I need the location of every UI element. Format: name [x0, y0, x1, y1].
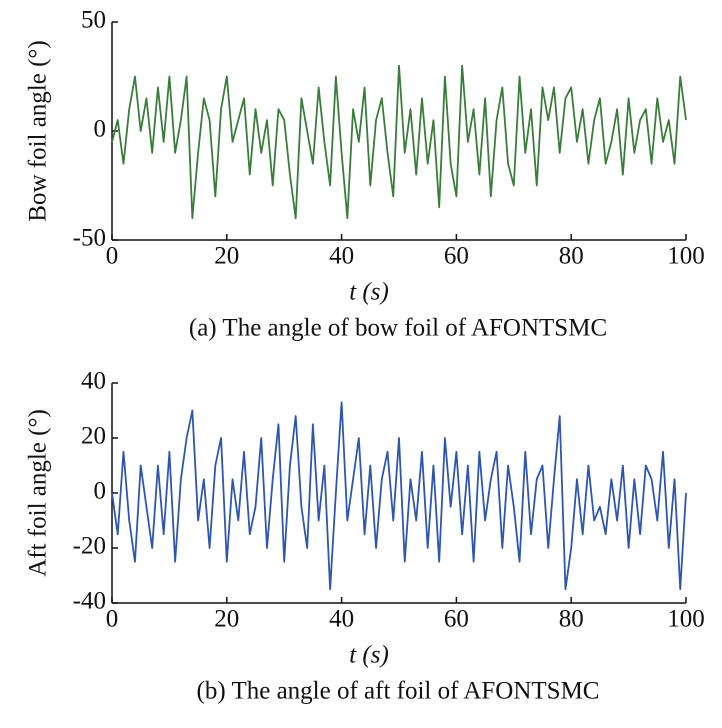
- y-tick-label: -50: [73, 225, 106, 252]
- y-tick-label: 40: [81, 368, 106, 395]
- x-tick-label: 60: [444, 243, 469, 270]
- caption: (b) The angle of aft foil of AFONTSMC: [197, 678, 600, 705]
- x-tick-label: 20: [214, 606, 239, 633]
- y-tick-label: -40: [73, 588, 106, 615]
- x-tick-label: 40: [329, 243, 354, 270]
- x-tick-label: 20: [214, 243, 239, 270]
- x-axis-label: t (s): [349, 642, 389, 669]
- x-tick-label: 100: [667, 606, 705, 633]
- data-line: [111, 64, 687, 220]
- x-tick-label: 100: [667, 243, 705, 270]
- x-tick-label: 0: [106, 606, 119, 633]
- y-axis-label: Aft foil angle (°): [25, 409, 52, 577]
- x-tick-label: 0: [106, 243, 119, 270]
- y-tick-label: 0: [94, 116, 107, 143]
- y-tick-label: 0: [94, 478, 107, 505]
- y-axis-label: Bow foil angle (°): [25, 40, 52, 221]
- data-line: [111, 401, 687, 591]
- y-tick-label: -20: [73, 533, 106, 560]
- x-tick-label: 40: [329, 606, 354, 633]
- x-tick-label: 80: [559, 243, 584, 270]
- x-axis-label: t (s): [349, 279, 389, 306]
- caption: (a) The angle of bow foil of AFONTSMC: [189, 315, 607, 342]
- x-tick-label: 80: [559, 606, 584, 633]
- y-tick-label: 50: [81, 7, 106, 34]
- x-tick-label: 60: [444, 606, 469, 633]
- y-tick-label: 20: [81, 423, 106, 450]
